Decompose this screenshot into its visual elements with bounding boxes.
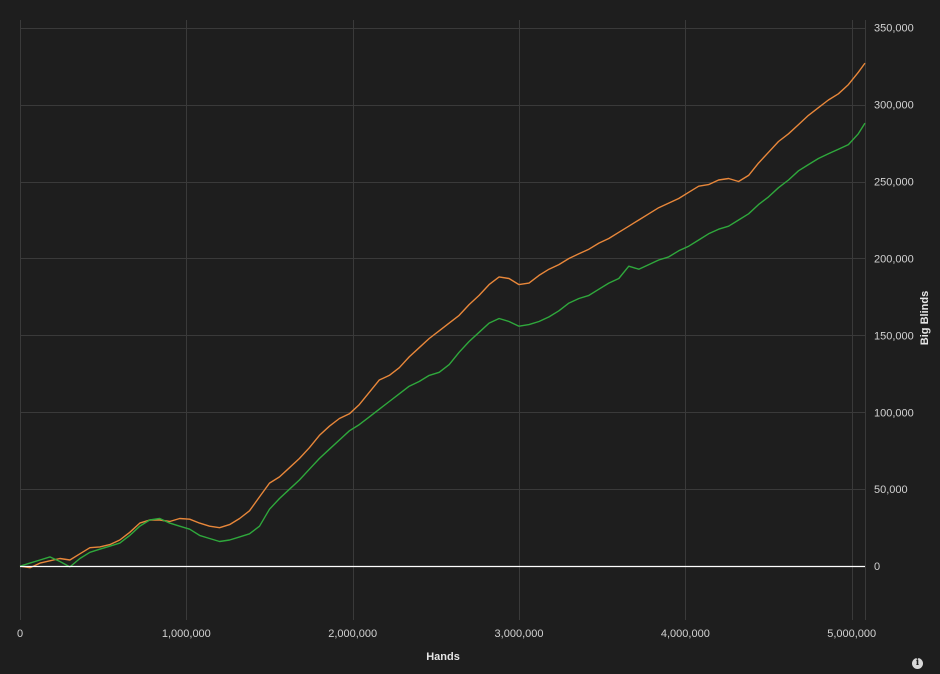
y-tick-label: 300,000 (874, 100, 914, 112)
x-tick-label: 4,000,000 (661, 628, 710, 640)
y-tick-label: 150,000 (874, 330, 914, 342)
x-tick-label: 5,000,000 (827, 628, 876, 640)
y-tick-label: 350,000 (874, 23, 914, 35)
x-tick-label: 2,000,000 (328, 628, 377, 640)
y-axis-title: Big Blinds (919, 291, 931, 345)
y-tick-label: 200,000 (874, 253, 914, 265)
y-tick-label: 100,000 (874, 407, 914, 419)
series-group (19, 62, 866, 569)
series-line-1 (19, 62, 866, 569)
y-tick-label: 0 (874, 561, 880, 573)
y-tick-label: 50,000 (874, 484, 908, 496)
x-tick-label: 3,000,000 (495, 628, 544, 640)
y-axis: 0 50,000 100,000 150,000 200,000 250,000 300,0… (874, 23, 914, 573)
y-tick-label: 250,000 (874, 177, 914, 189)
grid (20, 20, 866, 620)
info-icon[interactable]: i (912, 658, 923, 669)
series-line-2 (19, 122, 866, 568)
x-tick-label: 0 (17, 628, 23, 640)
x-axis: 0 1,000,000 2,000,000 3,000,000 4,000,000 5,0… (17, 628, 876, 640)
x-axis-title: Hands (426, 651, 460, 663)
x-tick-label: 1,000,000 (162, 628, 211, 640)
